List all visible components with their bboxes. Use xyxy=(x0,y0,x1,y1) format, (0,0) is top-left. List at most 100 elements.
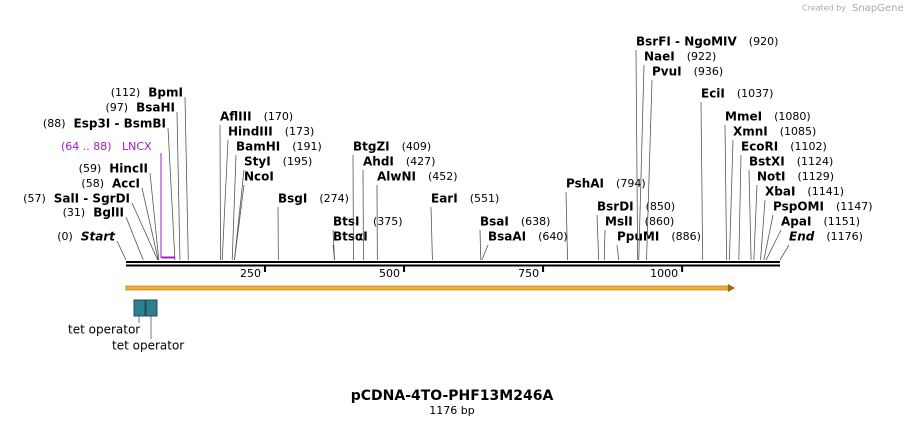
enzyme-position: (640) xyxy=(538,230,568,243)
enzyme-name: PpuMI xyxy=(617,230,659,244)
enzyme-position: (1141) xyxy=(807,185,844,198)
leader xyxy=(760,199,766,261)
leader xyxy=(765,229,782,261)
enzyme-name: SalI - SgrDI xyxy=(54,192,130,206)
enzyme-position: (638) xyxy=(521,215,551,228)
leader xyxy=(738,154,742,261)
enzyme-position: (452) xyxy=(428,170,458,183)
enzyme-position: (1080) xyxy=(774,110,811,123)
enzyme-position: (922) xyxy=(687,50,717,63)
enzyme-name: BsrDI xyxy=(597,200,634,214)
title: pCDNA-4TO-PHF13M246A xyxy=(351,388,554,404)
annotation: tet operator xyxy=(112,339,184,353)
enzyme-position: (170) xyxy=(264,110,294,123)
enzyme-name: ApaI xyxy=(781,215,811,229)
feature-bar xyxy=(161,256,175,259)
enzyme-position: (97) xyxy=(106,101,129,114)
enzyme-position: (0) xyxy=(57,230,73,243)
enzyme-name: MslI xyxy=(605,215,633,229)
arrow-head xyxy=(728,284,735,292)
enzyme-name: BpmI xyxy=(148,86,183,100)
enzyme-name: NaeI xyxy=(644,50,675,64)
enzyme-name: BstXI xyxy=(749,155,785,169)
enzyme-name: NotI xyxy=(757,170,786,184)
enzyme-position: (427) xyxy=(406,155,436,168)
leader xyxy=(479,229,482,261)
enzyme-name: AccI xyxy=(112,177,140,191)
tet-operator-box xyxy=(133,299,146,317)
enzyme-position: (1176) xyxy=(826,230,863,243)
leader xyxy=(430,206,433,261)
enzyme-name: AlwNI xyxy=(377,170,416,184)
leader xyxy=(141,187,159,261)
enzyme-position: (191) xyxy=(292,140,322,153)
leader xyxy=(231,154,237,261)
enzyme-position: (57) xyxy=(23,192,46,205)
enzyme-position: (31) xyxy=(63,206,86,219)
leader xyxy=(221,139,229,261)
feature-arrow xyxy=(125,285,729,291)
leader xyxy=(167,127,176,261)
enzyme-name: PspOMI xyxy=(773,200,824,214)
leader xyxy=(616,244,620,261)
enzyme-position: (274) xyxy=(319,192,349,205)
enzyme-name: XmnI xyxy=(733,125,768,139)
enzyme-name: End xyxy=(789,230,815,244)
enzyme-name: AflIII xyxy=(220,110,252,124)
enzyme-name: HincII xyxy=(109,162,148,176)
enzyme-position: (794) xyxy=(616,177,646,190)
leader xyxy=(728,139,734,261)
leader xyxy=(724,124,728,261)
leader xyxy=(753,184,758,261)
leader xyxy=(763,214,774,261)
brand-note: Created by xyxy=(802,4,846,13)
enzyme-position: (1102) xyxy=(790,140,827,153)
enzyme-name: StyI xyxy=(244,155,271,169)
leader xyxy=(184,96,189,261)
leader xyxy=(125,216,144,261)
annotation: tet operator xyxy=(68,323,140,337)
enzyme-position: (860) xyxy=(645,215,675,228)
scale-label: 1000 xyxy=(650,267,678,280)
enzyme-name: BtsI xyxy=(333,215,360,229)
enzyme-name: BglII xyxy=(93,206,124,220)
scale-label: 250 xyxy=(240,267,261,280)
enzyme-position: (59) xyxy=(79,162,102,175)
enzyme-position: (88) xyxy=(43,117,66,130)
scale-label: 500 xyxy=(379,267,400,280)
enzyme-position: (1124) xyxy=(797,155,834,168)
length: 1176 bp xyxy=(429,404,474,417)
enzyme-position: (551) xyxy=(470,192,500,205)
leader xyxy=(219,124,221,261)
enzyme-name: XbaI xyxy=(765,185,795,199)
enzyme-name: BsgI xyxy=(278,192,307,206)
enzyme-position: (1037) xyxy=(737,87,774,100)
enzyme-name: BtsαI xyxy=(333,230,368,244)
enzyme-position: (195) xyxy=(283,155,313,168)
leader xyxy=(748,169,752,261)
enzyme-position: (1129) xyxy=(798,170,835,183)
enzyme-position: (58) xyxy=(81,177,104,190)
leader xyxy=(332,244,335,261)
enzyme-position: (375) xyxy=(373,215,403,228)
enzyme-position: (1085) xyxy=(780,125,817,138)
enzyme-position: (173) xyxy=(285,125,315,138)
enzyme-name: HindIII xyxy=(228,125,273,139)
leader xyxy=(116,240,127,261)
enzyme-name: PshAI xyxy=(566,177,604,191)
enzyme-name: AhdI xyxy=(363,155,394,169)
tet-operator-box xyxy=(145,299,158,317)
enzyme-position: (112) xyxy=(111,86,141,99)
enzyme-name: EciI xyxy=(701,87,725,101)
enzyme-position: (1151) xyxy=(823,215,860,228)
enzyme-name: BsaAI xyxy=(488,230,526,244)
brand: SnapGene xyxy=(852,3,904,14)
enzyme-name: BamHI xyxy=(236,140,280,154)
leader xyxy=(646,79,653,261)
enzyme-position: (936) xyxy=(694,65,724,78)
leader xyxy=(603,229,606,261)
feature-name: LNCX xyxy=(122,140,152,153)
leader xyxy=(131,202,159,261)
enzyme-position: (1147) xyxy=(836,200,873,213)
